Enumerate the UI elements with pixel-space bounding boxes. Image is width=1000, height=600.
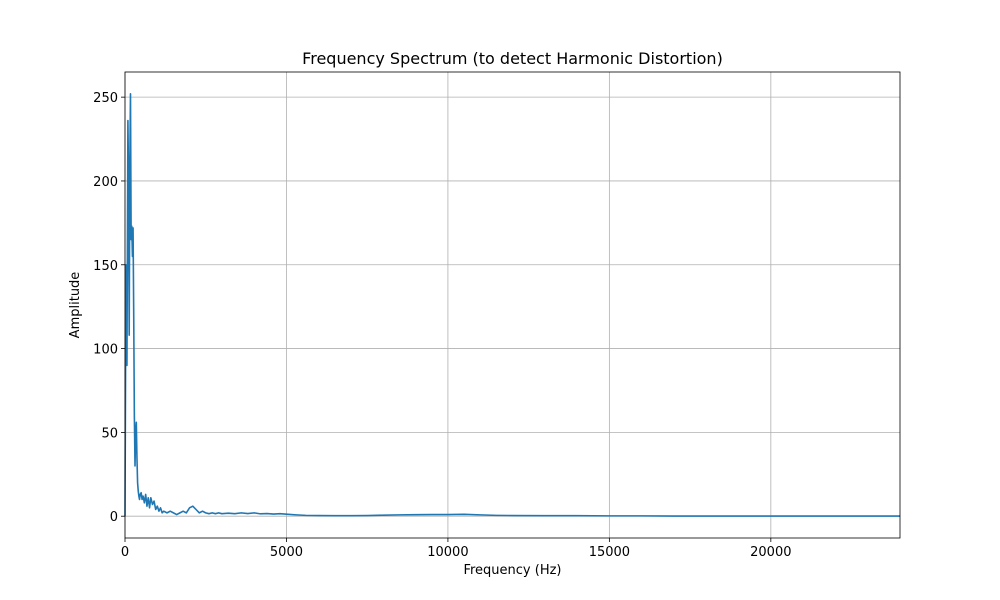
x-axis: 0 5000 10000 15000 20000 [121, 538, 792, 560]
x-tick-label: 5000 [270, 545, 303, 560]
plot-area [124, 92, 900, 517]
x-tick-label: 0 [121, 545, 129, 560]
y-tick-label: 50 [101, 426, 118, 441]
plot-frame [124, 71, 901, 539]
chart-title: Frequency Spectrum (to detect Harmonic D… [302, 49, 723, 68]
y-tick-label: 200 [93, 175, 118, 190]
y-tick-label: 150 [93, 259, 118, 274]
y-tick-label: 250 [93, 91, 118, 106]
x-tick-label: 10000 [427, 545, 468, 560]
y-axis: 0 50 100 150 200 250 [93, 91, 125, 525]
x-tick-label: 15000 [589, 545, 630, 560]
x-axis-label: Frequency (Hz) [463, 563, 561, 578]
y-tick-label: 100 [93, 343, 118, 358]
grid [124, 72, 900, 538]
y-axis-label: Amplitude [68, 272, 83, 339]
x-tick-label: 20000 [750, 545, 791, 560]
spectrum-line [124, 92, 900, 517]
y-tick-label: 0 [110, 510, 118, 525]
